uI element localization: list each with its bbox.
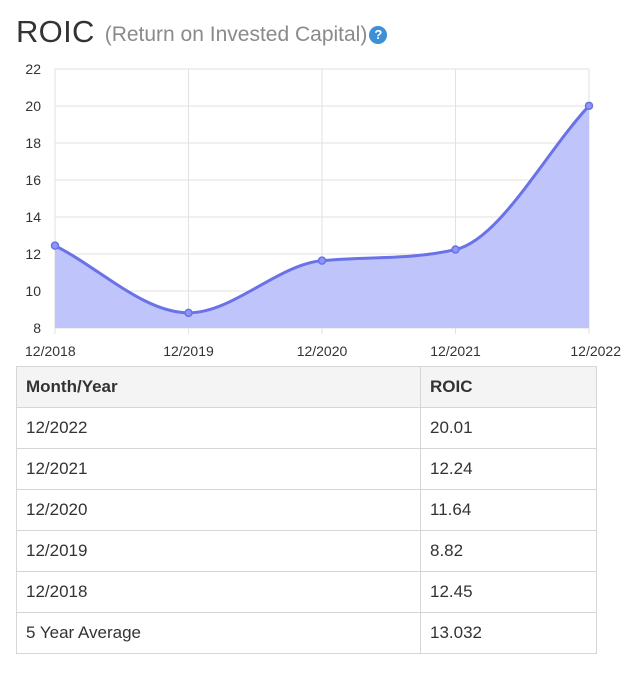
table-cell-value: 11.64 [420, 489, 597, 531]
table-cell-value: 8.82 [420, 530, 597, 572]
data-point [317, 256, 327, 265]
data-point [50, 241, 60, 250]
x-tick-label: 12/2019 [163, 343, 214, 359]
x-tick-label: 12/2020 [297, 343, 348, 359]
y-tick-label: 10 [25, 283, 41, 299]
roic-area [55, 105, 589, 328]
roic-table: Month/Year ROIC 12/2022 20.01 12/2021 12… [16, 366, 597, 654]
y-tick-label: 8 [33, 320, 41, 336]
table-row: 12/2021 12.24 [16, 448, 597, 490]
table-row: 12/2018 12.45 [16, 571, 597, 613]
table-cell-value: 12.45 [420, 571, 597, 613]
table-cell-value: 12.24 [420, 448, 597, 490]
data-point [584, 101, 594, 111]
x-tick-label: 12/2022 [570, 343, 621, 359]
data-point [451, 245, 460, 254]
table-cell-period: 12/2022 [16, 407, 421, 449]
page-subtitle: (Return on Invested Capital) [104, 23, 368, 46]
y-tick-label: 14 [25, 209, 41, 225]
table-header-row: Month/Year ROIC [16, 366, 597, 408]
table-cell-period: 5 Year Average [16, 612, 421, 654]
y-tick-label: 16 [25, 172, 41, 188]
y-tick-label: 18 [25, 135, 41, 151]
table-cell-value: 13.032 [420, 612, 597, 654]
data-point [184, 308, 193, 318]
table-cell-value: 20.01 [420, 407, 597, 449]
table-cell-period: 12/2019 [16, 530, 421, 572]
table-row: 12/2020 11.64 [16, 489, 597, 531]
page-title: ROIC [16, 14, 95, 49]
y-tick-label: 20 [25, 98, 41, 114]
table-row-average: 5 Year Average 13.032 [16, 612, 597, 654]
roic-chart: 8 10 12 14 16 18 20 22 12/2018 12/2019 12/2020 12/2… [25, 61, 621, 359]
x-tick-label: 12/2018 [25, 343, 76, 359]
column-header-month-year: Month/Year [16, 366, 421, 408]
chart-header: ROIC (Return on Invested Capital) ? [16, 10, 388, 54]
table-row: 12/2022 20.01 [16, 407, 597, 449]
table-row: 12/2019 8.82 [16, 530, 597, 572]
column-header-roic: ROIC [420, 366, 597, 408]
table-cell-period: 12/2021 [16, 448, 421, 490]
table-cell-period: 12/2018 [16, 571, 421, 613]
table-cell-period: 12/2020 [16, 489, 421, 531]
help-icon[interactable]: ? [369, 26, 388, 44]
x-tick-label: 12/2021 [430, 343, 481, 359]
y-tick-label: 12 [25, 246, 41, 262]
y-tick-label: 22 [25, 61, 41, 77]
